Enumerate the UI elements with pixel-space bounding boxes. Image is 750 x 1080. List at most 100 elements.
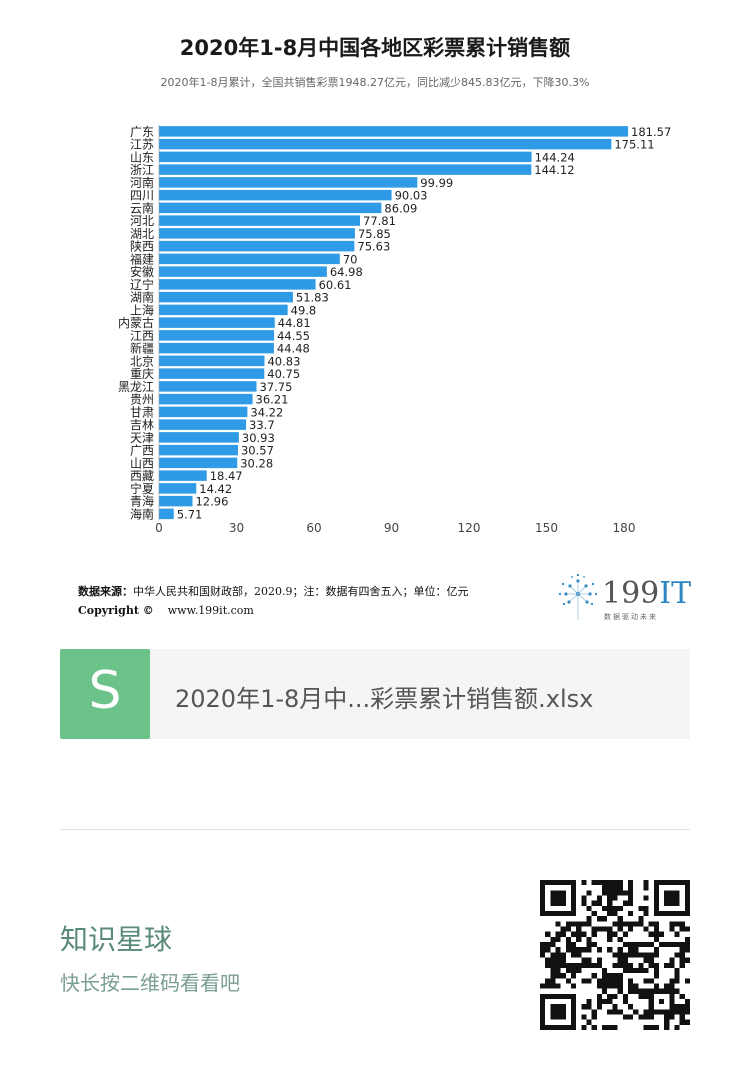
data-label: 75.85 xyxy=(358,227,391,241)
bar-28 xyxy=(159,470,207,481)
bar-19 xyxy=(159,355,265,367)
data-label: 44.55 xyxy=(277,329,310,343)
logo-tagline: 数据驱动未来 xyxy=(604,613,658,621)
data-label: 33.7 xyxy=(249,418,275,432)
copyright: Copyright © xyxy=(78,604,154,617)
data-label: 175.11 xyxy=(614,138,654,152)
bar-23 xyxy=(159,406,248,418)
data-label: 51.83 xyxy=(296,291,329,305)
category-label: 福建 xyxy=(130,251,154,266)
data-label: 40.75 xyxy=(267,367,300,381)
bar-30 xyxy=(159,495,193,507)
data-label: 5.71 xyxy=(177,507,203,521)
bar-17 xyxy=(159,330,275,341)
category-label: 新疆 xyxy=(130,341,154,356)
category-label: 重庆 xyxy=(130,367,154,381)
data-label: 75.63 xyxy=(357,240,390,254)
data-label: 60.61 xyxy=(319,278,352,292)
bar-25 xyxy=(159,432,239,443)
chart-subtitle: 2020年1-8月累计，全国共销售彩票1948.27亿元，同比减少845.83亿… xyxy=(160,76,590,89)
bar-9 xyxy=(159,228,355,239)
category-label: 辽宁 xyxy=(130,277,154,292)
x-tick-label: 0 xyxy=(155,521,163,535)
chart-title: 2020年1-8月中国各地区彩票累计销售额 xyxy=(179,36,571,60)
bar-chart: 广东 181.57 江苏 175.11 山东 144.24 浙江 144.12 河南 99.99 四… xyxy=(118,125,671,535)
bar-4 xyxy=(159,164,532,175)
file-icon-letter: S xyxy=(88,661,122,721)
category-label: 江苏 xyxy=(130,138,154,152)
bar-16 xyxy=(159,317,275,328)
data-source: 数据来源：中华人民共和国财政部，2020.9；注：数据有四舍五入；单位：亿元 xyxy=(78,583,469,599)
bar-29 xyxy=(159,483,197,494)
logo-wordmark: 199IT xyxy=(602,576,691,611)
category-label: 河北 xyxy=(130,214,154,228)
website-link[interactable]: www.199it.com xyxy=(167,604,254,617)
category-label: 陕西 xyxy=(130,239,154,254)
category-label: 青海 xyxy=(130,494,154,509)
source-label: 数据来源： xyxy=(78,585,133,598)
category-label: 广东 xyxy=(130,125,154,139)
data-label: 64.98 xyxy=(330,265,363,279)
category-label: 山东 xyxy=(130,150,154,164)
category-label: 北京 xyxy=(130,354,154,368)
data-label: 30.28 xyxy=(240,456,273,470)
category-label: 内蒙古 xyxy=(118,315,154,330)
data-label: 14.42 xyxy=(199,482,232,496)
category-label: 贵州 xyxy=(130,393,154,407)
category-label: 四川 xyxy=(130,189,154,203)
x-tick-label: 180 xyxy=(613,521,636,535)
data-label: 12.96 xyxy=(195,495,228,509)
data-label: 99.99 xyxy=(420,176,453,190)
x-tick-label: 60 xyxy=(306,521,321,535)
spreadsheet-icon: S xyxy=(60,649,150,739)
bar-14 xyxy=(159,291,293,303)
file-name: 2020年1-8月中...彩票累计销售额.xlsx xyxy=(175,685,594,713)
data-label: 44.48 xyxy=(277,342,310,356)
category-label: 云南 xyxy=(130,200,154,215)
file-attachment-card[interactable]: S 2020年1-8月中...彩票累计销售额.xlsx xyxy=(60,649,690,739)
category-label: 宁夏 xyxy=(130,481,154,496)
bar-8 xyxy=(159,215,361,226)
data-label: 40.83 xyxy=(267,354,300,368)
bar-2 xyxy=(159,138,612,150)
category-label: 山西 xyxy=(130,456,154,470)
data-label: 86.09 xyxy=(384,201,417,215)
bar-24 xyxy=(159,419,247,430)
data-label: 181.57 xyxy=(631,125,671,139)
bar-6 xyxy=(159,189,392,201)
data-label: 90.03 xyxy=(395,189,428,203)
bar-31 xyxy=(159,508,174,520)
bar-21 xyxy=(159,381,257,392)
promo-subtitle: 快长按二维码看看吧 xyxy=(60,971,240,995)
data-label: 36.21 xyxy=(256,393,289,407)
qr-code-icon[interactable] xyxy=(540,880,690,1030)
data-label: 70 xyxy=(343,252,358,266)
category-label: 甘肃 xyxy=(130,405,154,419)
logo-it: IT xyxy=(659,576,692,611)
category-label: 黑龙江 xyxy=(118,380,154,394)
category-label: 广西 xyxy=(130,444,154,458)
bar-22 xyxy=(159,393,253,405)
x-tick-label: 120 xyxy=(458,521,481,535)
copyright-line: Copyright © www.199it.com xyxy=(78,604,254,617)
bar-18 xyxy=(159,342,274,354)
dandelion-logo-icon xyxy=(558,573,598,620)
data-label: 144.12 xyxy=(534,163,574,177)
bar-1 xyxy=(159,126,629,137)
promo-title: 知识星球 xyxy=(60,923,173,956)
category-label: 天津 xyxy=(130,431,154,445)
category-label: 江西 xyxy=(130,329,154,343)
source-text: 中华人民共和国财政部，2020.9；注：数据有四舍五入；单位：亿元 xyxy=(133,585,469,598)
logo-number: 199 xyxy=(602,576,660,611)
data-label: 34.22 xyxy=(250,405,283,419)
x-tick-label: 90 xyxy=(384,521,399,535)
category-label: 海南 xyxy=(130,506,154,521)
category-label: 吉林 xyxy=(130,418,154,432)
data-label: 18.47 xyxy=(210,469,243,483)
data-label: 30.57 xyxy=(241,444,274,458)
divider xyxy=(60,829,690,830)
data-label: 44.81 xyxy=(278,316,311,330)
bar-12 xyxy=(159,266,327,277)
bar-5 xyxy=(159,177,418,188)
category-label: 上海 xyxy=(130,302,154,317)
